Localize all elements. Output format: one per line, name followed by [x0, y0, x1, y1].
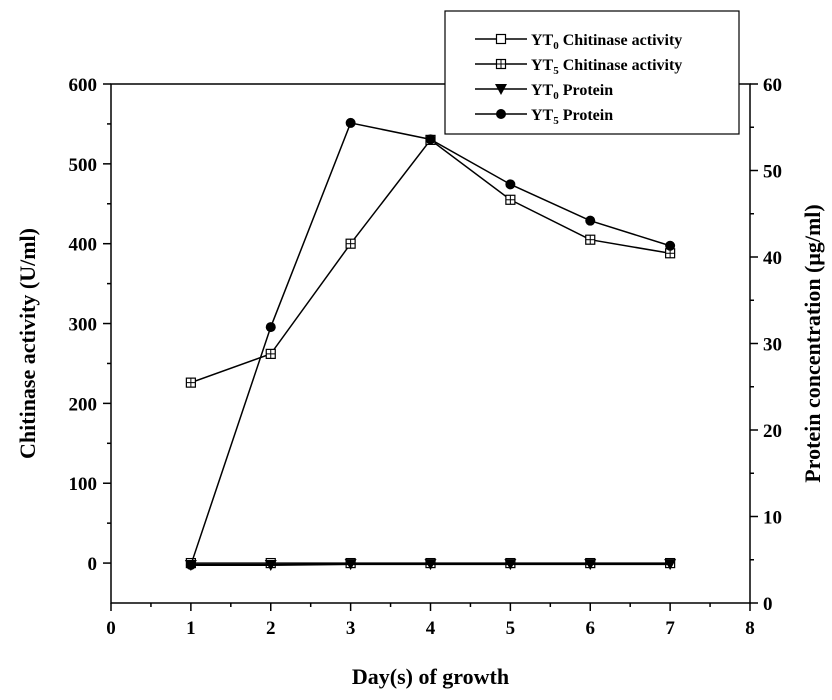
- x-tick-label: 4: [426, 618, 436, 639]
- series-2: [184, 559, 677, 571]
- legend-entry: YT5 Protein: [475, 107, 613, 127]
- x-tick-label: 8: [745, 618, 755, 639]
- legend-label-main: YT: [531, 107, 554, 124]
- plot-axes: 0 1 2 3 4 5 6 7 80100200300400500600010203040506…: [69, 75, 783, 639]
- legend-label-main: YT: [531, 57, 554, 74]
- legend-label-rest: Protein: [559, 107, 613, 124]
- data-point: [345, 238, 356, 249]
- plot-frame: [110, 83, 751, 604]
- x-axis-title: Day(s) of growth: [352, 664, 509, 689]
- y-right-tick-label: 20: [763, 421, 782, 442]
- x-tick-label: 7: [665, 618, 675, 639]
- y-left-tick-label: 600: [69, 75, 98, 96]
- legend-marker: [495, 33, 507, 45]
- legend-label: YT5 Chitinase activity: [531, 57, 682, 77]
- x-tick-label: 3: [346, 618, 356, 639]
- data-point: [424, 559, 437, 571]
- data-point: [504, 559, 517, 571]
- legend-label-main: YT: [531, 32, 554, 49]
- legend-label-main: YT: [531, 82, 554, 99]
- legend-marker: [495, 58, 507, 70]
- data-point: [264, 559, 277, 571]
- legend-label-rest: Chitinase activity: [559, 57, 683, 74]
- data-point: [265, 322, 276, 333]
- legend-label-rest: Chitinase activity: [559, 32, 683, 49]
- x-tick-label: 2: [266, 618, 276, 639]
- y-left-tick-label: 200: [69, 394, 98, 415]
- series-3: [185, 117, 676, 570]
- legend-label-sub: 0: [553, 40, 559, 52]
- data-point: [185, 559, 196, 570]
- series-line: [190, 138, 671, 384]
- y-right-axis-title: Protein concentration (μg/ml): [800, 204, 825, 482]
- y-right-tick-label: 0: [763, 594, 773, 615]
- y-right-tick-label: 30: [763, 335, 782, 356]
- x-tick-label: 6: [586, 618, 596, 639]
- y-left-tick-label: 300: [69, 315, 98, 336]
- legend-label-sub: 5: [553, 115, 559, 127]
- legend-entry: YT0 Chitinase activity: [475, 32, 682, 52]
- legend-entry: YT5 Chitinase activity: [475, 57, 682, 77]
- legend-label: YT5 Protein: [531, 107, 613, 127]
- data-point: [664, 559, 677, 571]
- legend-label-sub: 5: [553, 65, 559, 77]
- data-point: [344, 559, 357, 571]
- data-point: [505, 179, 516, 190]
- y-right-tick-label: 50: [763, 162, 782, 183]
- data-point: [185, 377, 196, 388]
- series-line: [190, 122, 671, 566]
- x-tick-label: 1: [186, 618, 196, 639]
- legend-marker: [495, 84, 507, 95]
- y-right-tick-label: 40: [763, 248, 782, 269]
- y-right-tick-label: 60: [763, 75, 782, 96]
- y-right-tick-label: 10: [763, 508, 782, 529]
- series-layer: [184, 117, 677, 571]
- x-tick-label: 5: [506, 618, 516, 639]
- y-left-tick-label: 0: [88, 554, 98, 575]
- data-point: [265, 348, 276, 359]
- data-point: [585, 234, 596, 245]
- y-left-axis-title: Chitinase activity (U/ml): [15, 228, 40, 459]
- x-tick-label: 0: [106, 618, 116, 639]
- legend-label-sub: 0: [553, 90, 559, 102]
- data-point: [505, 194, 516, 205]
- data-point: [585, 215, 596, 226]
- y-left-tick-label: 100: [69, 474, 98, 495]
- data-point: [584, 559, 597, 571]
- data-point: [345, 117, 356, 128]
- legend-entry: YT0 Protein: [475, 82, 613, 102]
- legend-label-rest: Protein: [559, 82, 613, 99]
- series-1: [185, 134, 676, 388]
- data-point: [665, 240, 676, 251]
- legend-marker: [496, 109, 506, 119]
- legend-label: YT0 Chitinase activity: [531, 32, 682, 52]
- y-left-tick-label: 500: [69, 155, 98, 176]
- data-point: [425, 134, 436, 145]
- legend-label: YT0 Protein: [531, 82, 613, 102]
- y-left-tick-label: 400: [69, 235, 98, 256]
